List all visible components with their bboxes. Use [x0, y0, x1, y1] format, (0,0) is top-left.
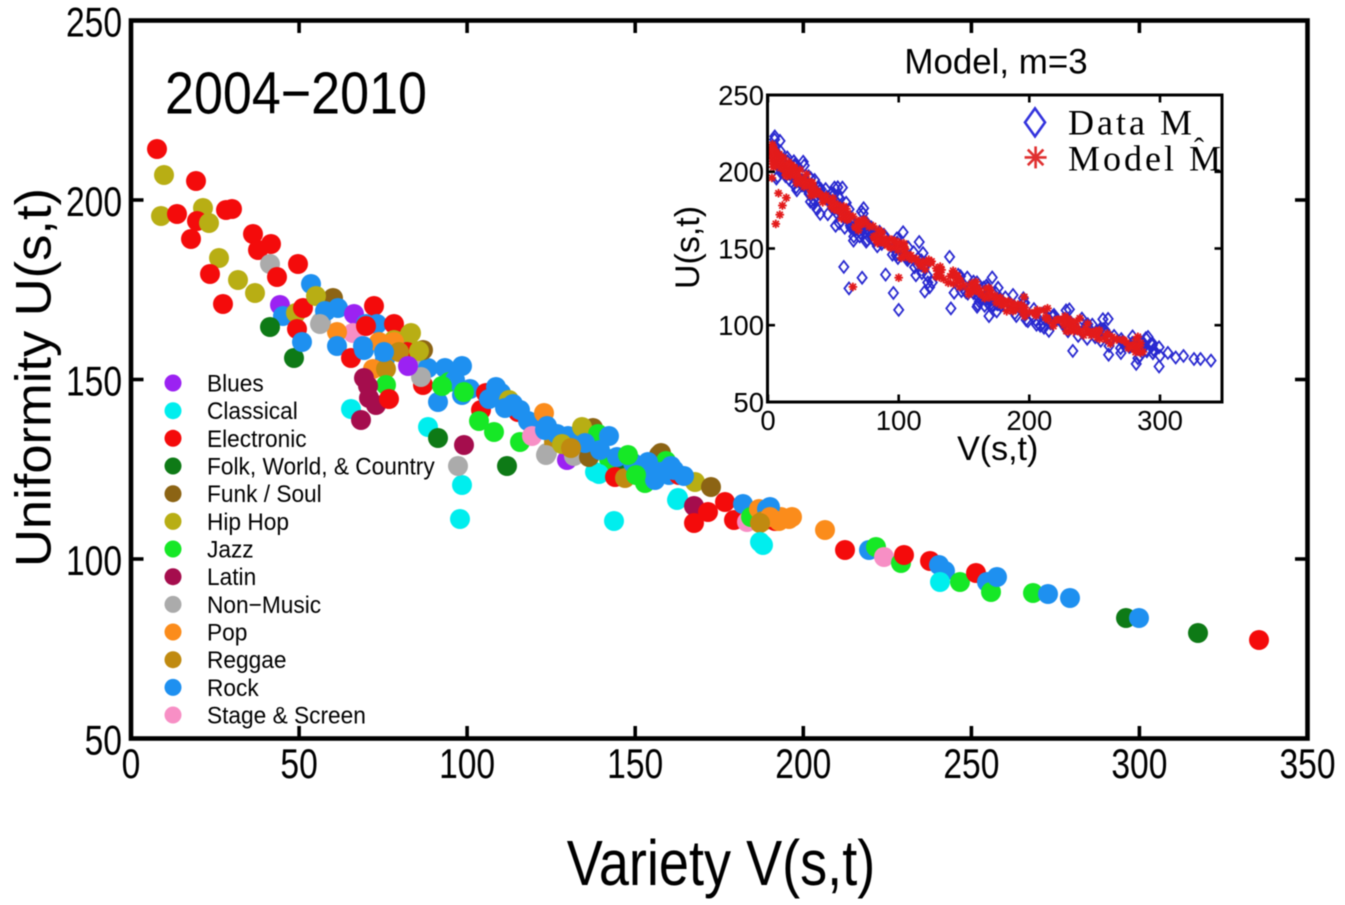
- svg-text:50: 50: [733, 387, 764, 418]
- svg-text:Reggae: Reggae: [207, 646, 286, 673]
- svg-text:300: 300: [1137, 405, 1183, 436]
- svg-text:150: 150: [718, 233, 764, 264]
- svg-text:Data M: Data M: [1068, 103, 1195, 143]
- svg-text:Pop: Pop: [207, 619, 247, 646]
- svg-text:100: 100: [876, 405, 922, 436]
- svg-text:350: 350: [1279, 742, 1335, 788]
- svg-text:Model M: Model M: [1068, 139, 1224, 179]
- svg-text:200: 200: [775, 742, 831, 788]
- svg-text:200: 200: [1006, 405, 1052, 436]
- svg-text:Latin: Latin: [207, 563, 256, 590]
- svg-text:Model, m=3: Model, m=3: [904, 42, 1087, 81]
- svg-text:300: 300: [1111, 742, 1167, 788]
- svg-text:50: 50: [85, 718, 122, 764]
- svg-text:Classical: Classical: [207, 397, 298, 424]
- svg-text:2004−2010: 2004−2010: [165, 59, 427, 126]
- svg-text:Jazz: Jazz: [207, 536, 254, 563]
- svg-text:100: 100: [66, 539, 122, 585]
- svg-text:200: 200: [66, 180, 122, 226]
- svg-text:Folk, World, & Country: Folk, World, & Country: [207, 453, 435, 480]
- svg-text:0: 0: [760, 405, 775, 436]
- svg-text:Stage & Screen: Stage & Screen: [207, 702, 366, 729]
- svg-text:Hip Hop: Hip Hop: [207, 508, 289, 535]
- svg-text:200: 200: [718, 157, 764, 188]
- svg-text:150: 150: [66, 359, 122, 405]
- svg-text:100: 100: [439, 742, 495, 788]
- svg-text:0: 0: [122, 742, 141, 788]
- svg-text:Variety V(s,t): Variety V(s,t): [567, 827, 875, 899]
- svg-text:250: 250: [66, 0, 122, 46]
- svg-text:ˆ: ˆ: [1194, 132, 1204, 165]
- svg-text:Rock: Rock: [207, 674, 259, 701]
- svg-text:V(s,t): V(s,t): [957, 430, 1038, 468]
- svg-text:100: 100: [718, 310, 764, 341]
- svg-text:Uniformity U(s,t): Uniformity U(s,t): [6, 188, 62, 567]
- svg-text:Blues: Blues: [207, 370, 264, 397]
- svg-text:U(s,t): U(s,t): [669, 206, 707, 289]
- svg-text:Non−Music: Non−Music: [207, 591, 321, 618]
- svg-text:Electronic: Electronic: [207, 425, 307, 452]
- svg-text:250: 250: [718, 80, 764, 111]
- svg-text:250: 250: [943, 742, 999, 788]
- svg-text:50: 50: [280, 742, 317, 788]
- svg-text:150: 150: [607, 742, 663, 788]
- svg-text:Funk / Soul: Funk / Soul: [207, 480, 322, 507]
